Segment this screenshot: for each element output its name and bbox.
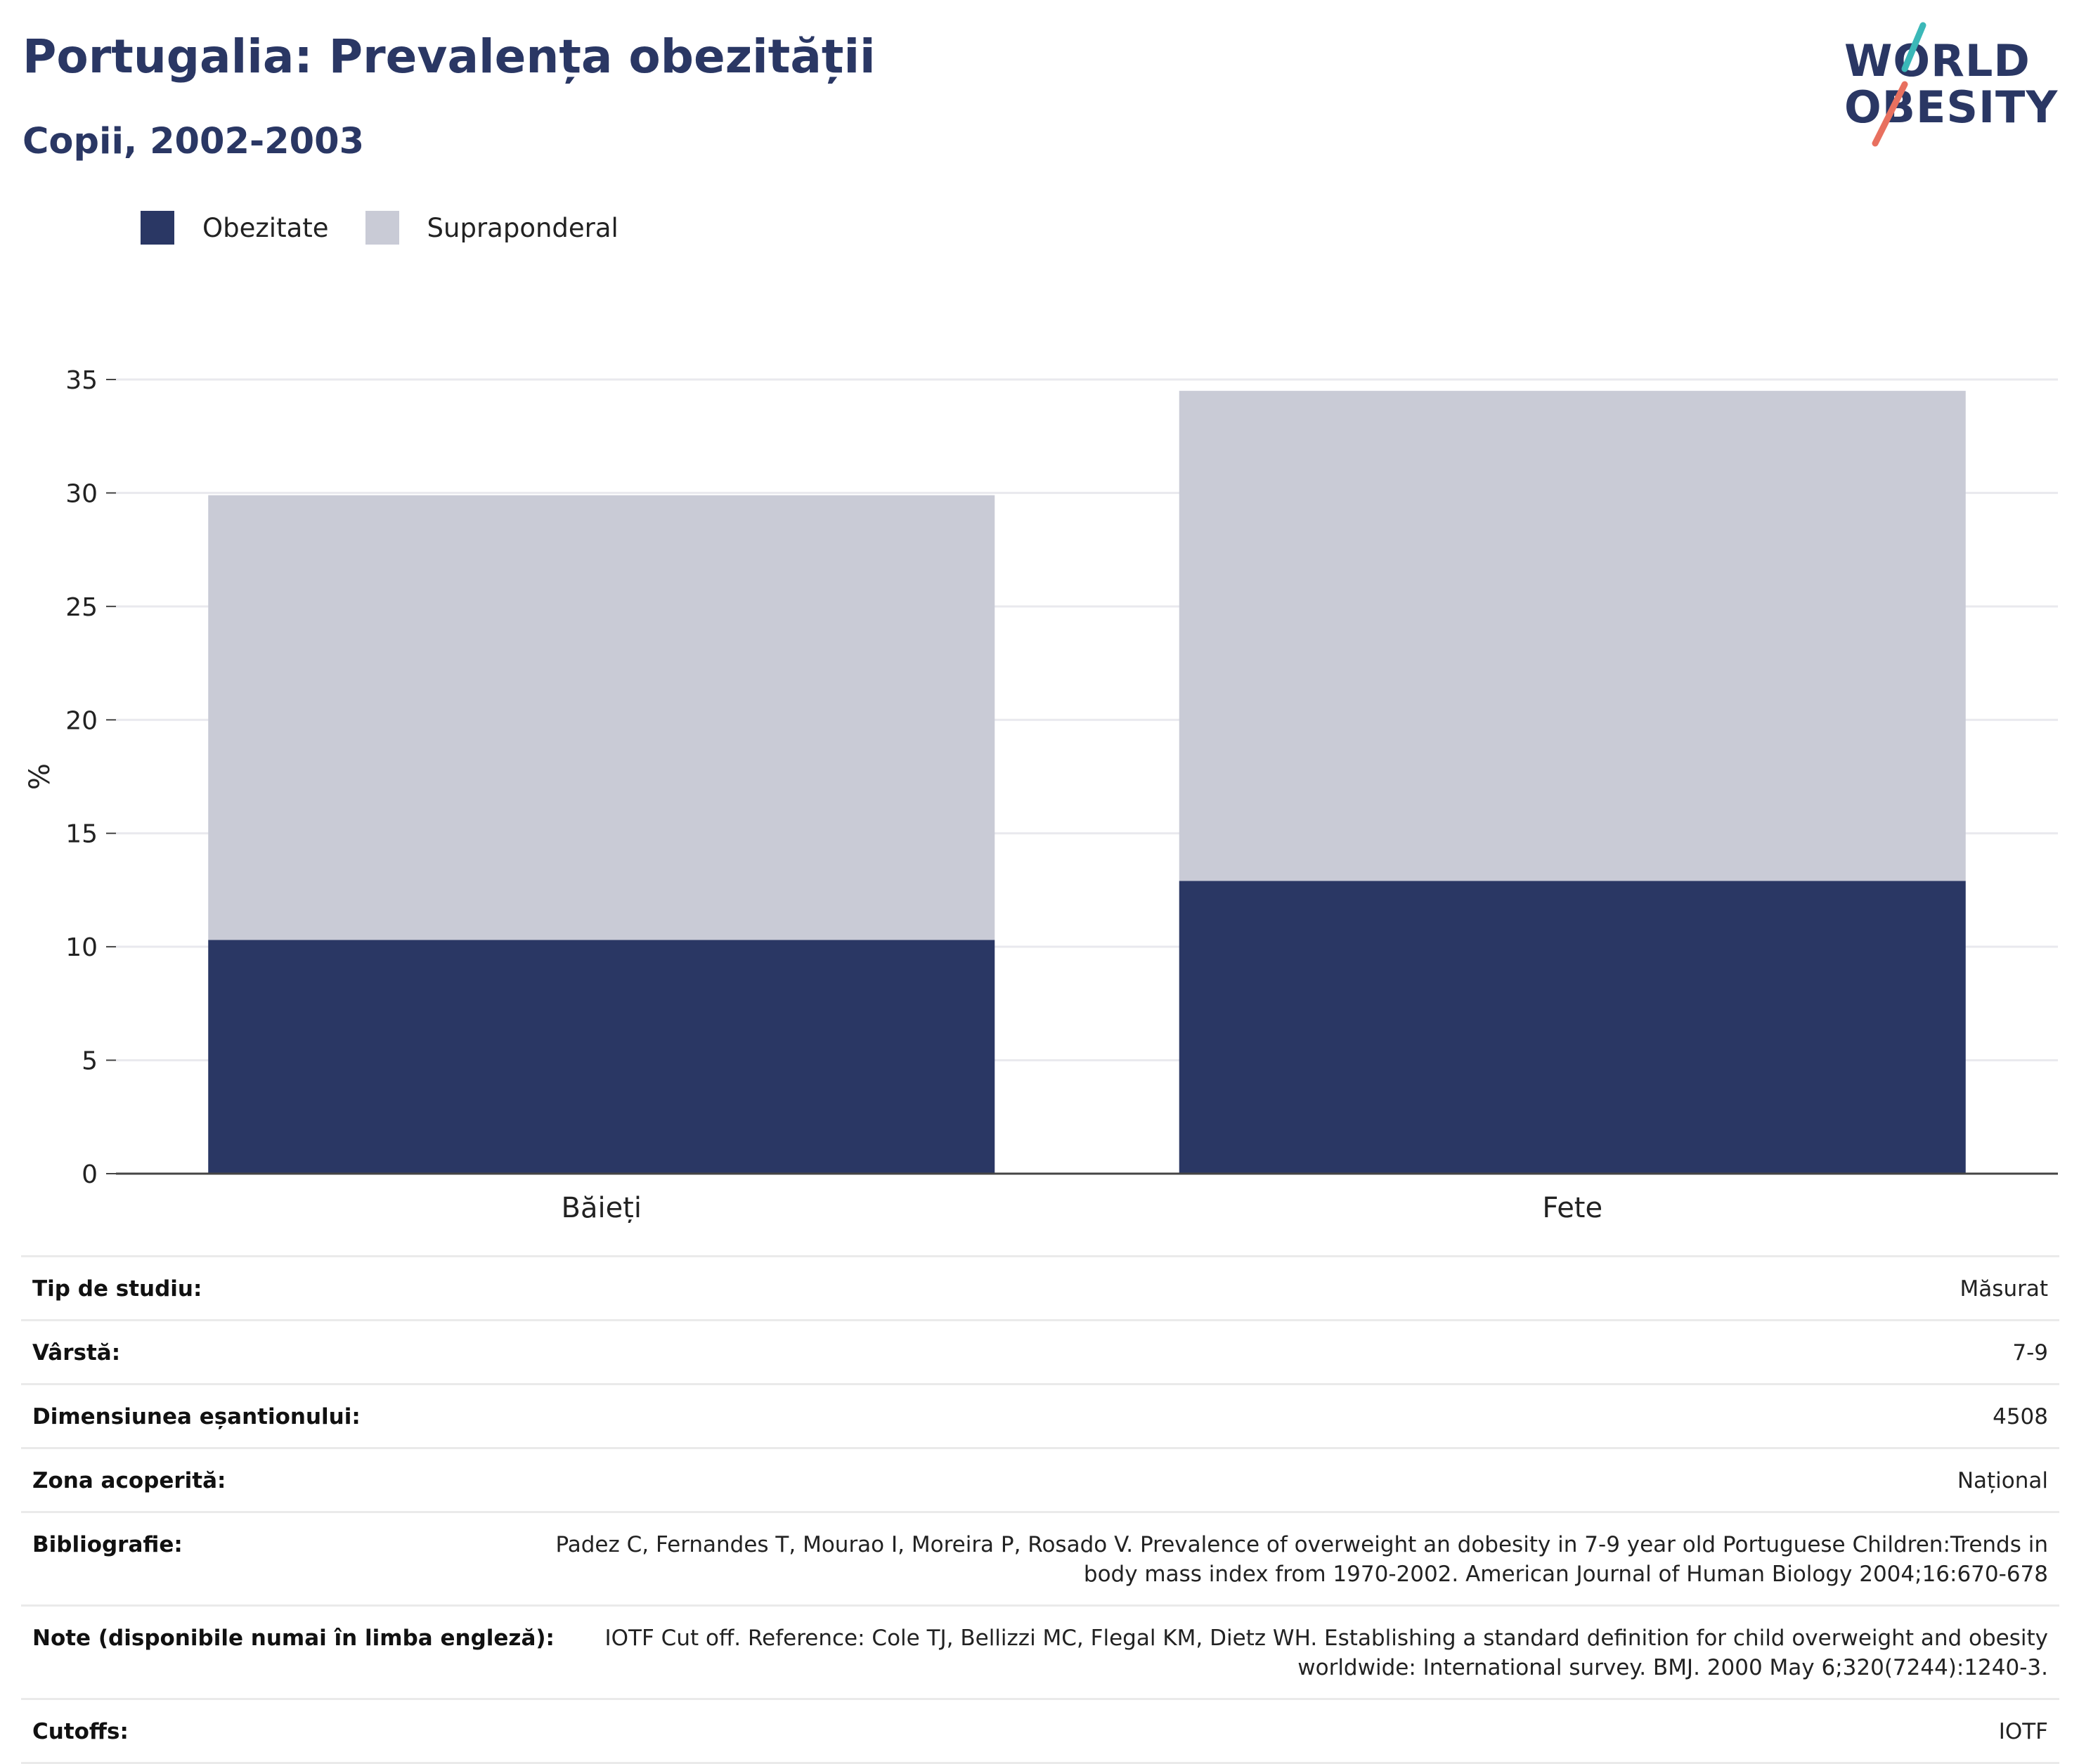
info-label: Zona acoperită: (32, 1468, 226, 1493)
legend-item-supraponderal[interactable]: Supraponderal (365, 211, 618, 245)
chart-legend: Obezitate Supraponderal (141, 208, 655, 247)
info-value: IOTF (1998, 1719, 2048, 1744)
info-label: Cutoffs: (32, 1719, 129, 1744)
legend-swatch-supraponderal (365, 211, 399, 245)
chart-title: Portugalia: Prevalența obezității (22, 30, 876, 84)
x-tick-label: Băieți (562, 1192, 642, 1223)
info-row-note: Note (disponibile numai în limba engleză… (21, 1607, 2059, 1700)
legend-item-obezitate[interactable]: Obezitate (141, 211, 329, 245)
info-label: Bibliografie: (32, 1532, 183, 1557)
legend-swatch-obezitate (141, 211, 174, 245)
info-label: Vârstă: (32, 1340, 121, 1366)
bar-supraponderal-2 (1179, 391, 1966, 881)
info-row-tip-studiu: Tip de studiu: Măsurat (21, 1257, 2059, 1321)
bar-obezitate-1 (208, 940, 995, 1174)
info-label: Dimensiunea eșantionului: (32, 1404, 361, 1429)
x-tick-label: Fete (1542, 1192, 1602, 1223)
info-row-cutoffs: Cutoffs: IOTF (21, 1700, 2059, 1764)
legend-label-supraponderal: Supraponderal (427, 212, 618, 243)
info-row-zona: Zona acoperită: Național (21, 1449, 2059, 1513)
y-tick-label: 30 (65, 479, 98, 508)
y-tick-label: 35 (65, 366, 98, 395)
study-info-table: Tip de studiu: Măsurat Vârstă: 7-9 Dimen… (21, 1255, 2059, 1764)
info-row-varsta: Vârstă: 7-9 (21, 1321, 2059, 1385)
info-value: Măsurat (1960, 1276, 2048, 1302)
y-tick-label: 25 (65, 593, 98, 622)
logo-slash-icon (1872, 22, 1926, 147)
info-value: Național (1957, 1468, 2048, 1493)
bar-obezitate-2 (1179, 881, 1966, 1174)
info-row-bibliografie: Bibliografie: Padez C, Fernandes T, Mour… (21, 1513, 2059, 1607)
info-value: IOTF Cut off. Reference: Cole TJ, Belliz… (604, 1626, 2048, 1680)
info-value: 4508 (1993, 1404, 2048, 1429)
bar-chart: 0 5 10 15 20 25 30 35% Băieți Fete (24, 366, 2058, 1223)
y-tick-label: 15 (65, 820, 98, 849)
info-label: Tip de studiu: (32, 1276, 202, 1302)
world-obesity-logo: WORLD OBESITY (1834, 20, 2066, 153)
info-row-dimensiune: Dimensiunea eșantionului: 4508 (21, 1385, 2059, 1449)
y-tick-label: 20 (65, 706, 98, 735)
logo-word-obesity: OBESITY (1844, 82, 2059, 133)
y-axis-label: % (24, 763, 56, 790)
info-value: Padez C, Fernandes T, Mourao I, Moreira … (555, 1532, 2048, 1587)
y-tick-label: 0 (82, 1160, 98, 1189)
y-tick-label: 5 (82, 1047, 98, 1076)
logo-word-world: WORLD (1844, 35, 2031, 86)
bar-supraponderal-1 (208, 495, 995, 940)
info-label: Note (disponibile numai în limba engleză… (32, 1626, 555, 1651)
legend-label-obezitate: Obezitate (202, 212, 329, 243)
info-value: 7-9 (2012, 1340, 2048, 1366)
chart-subtitle: Copii, 2002-2003 (22, 121, 365, 162)
y-tick-label: 10 (65, 933, 98, 962)
